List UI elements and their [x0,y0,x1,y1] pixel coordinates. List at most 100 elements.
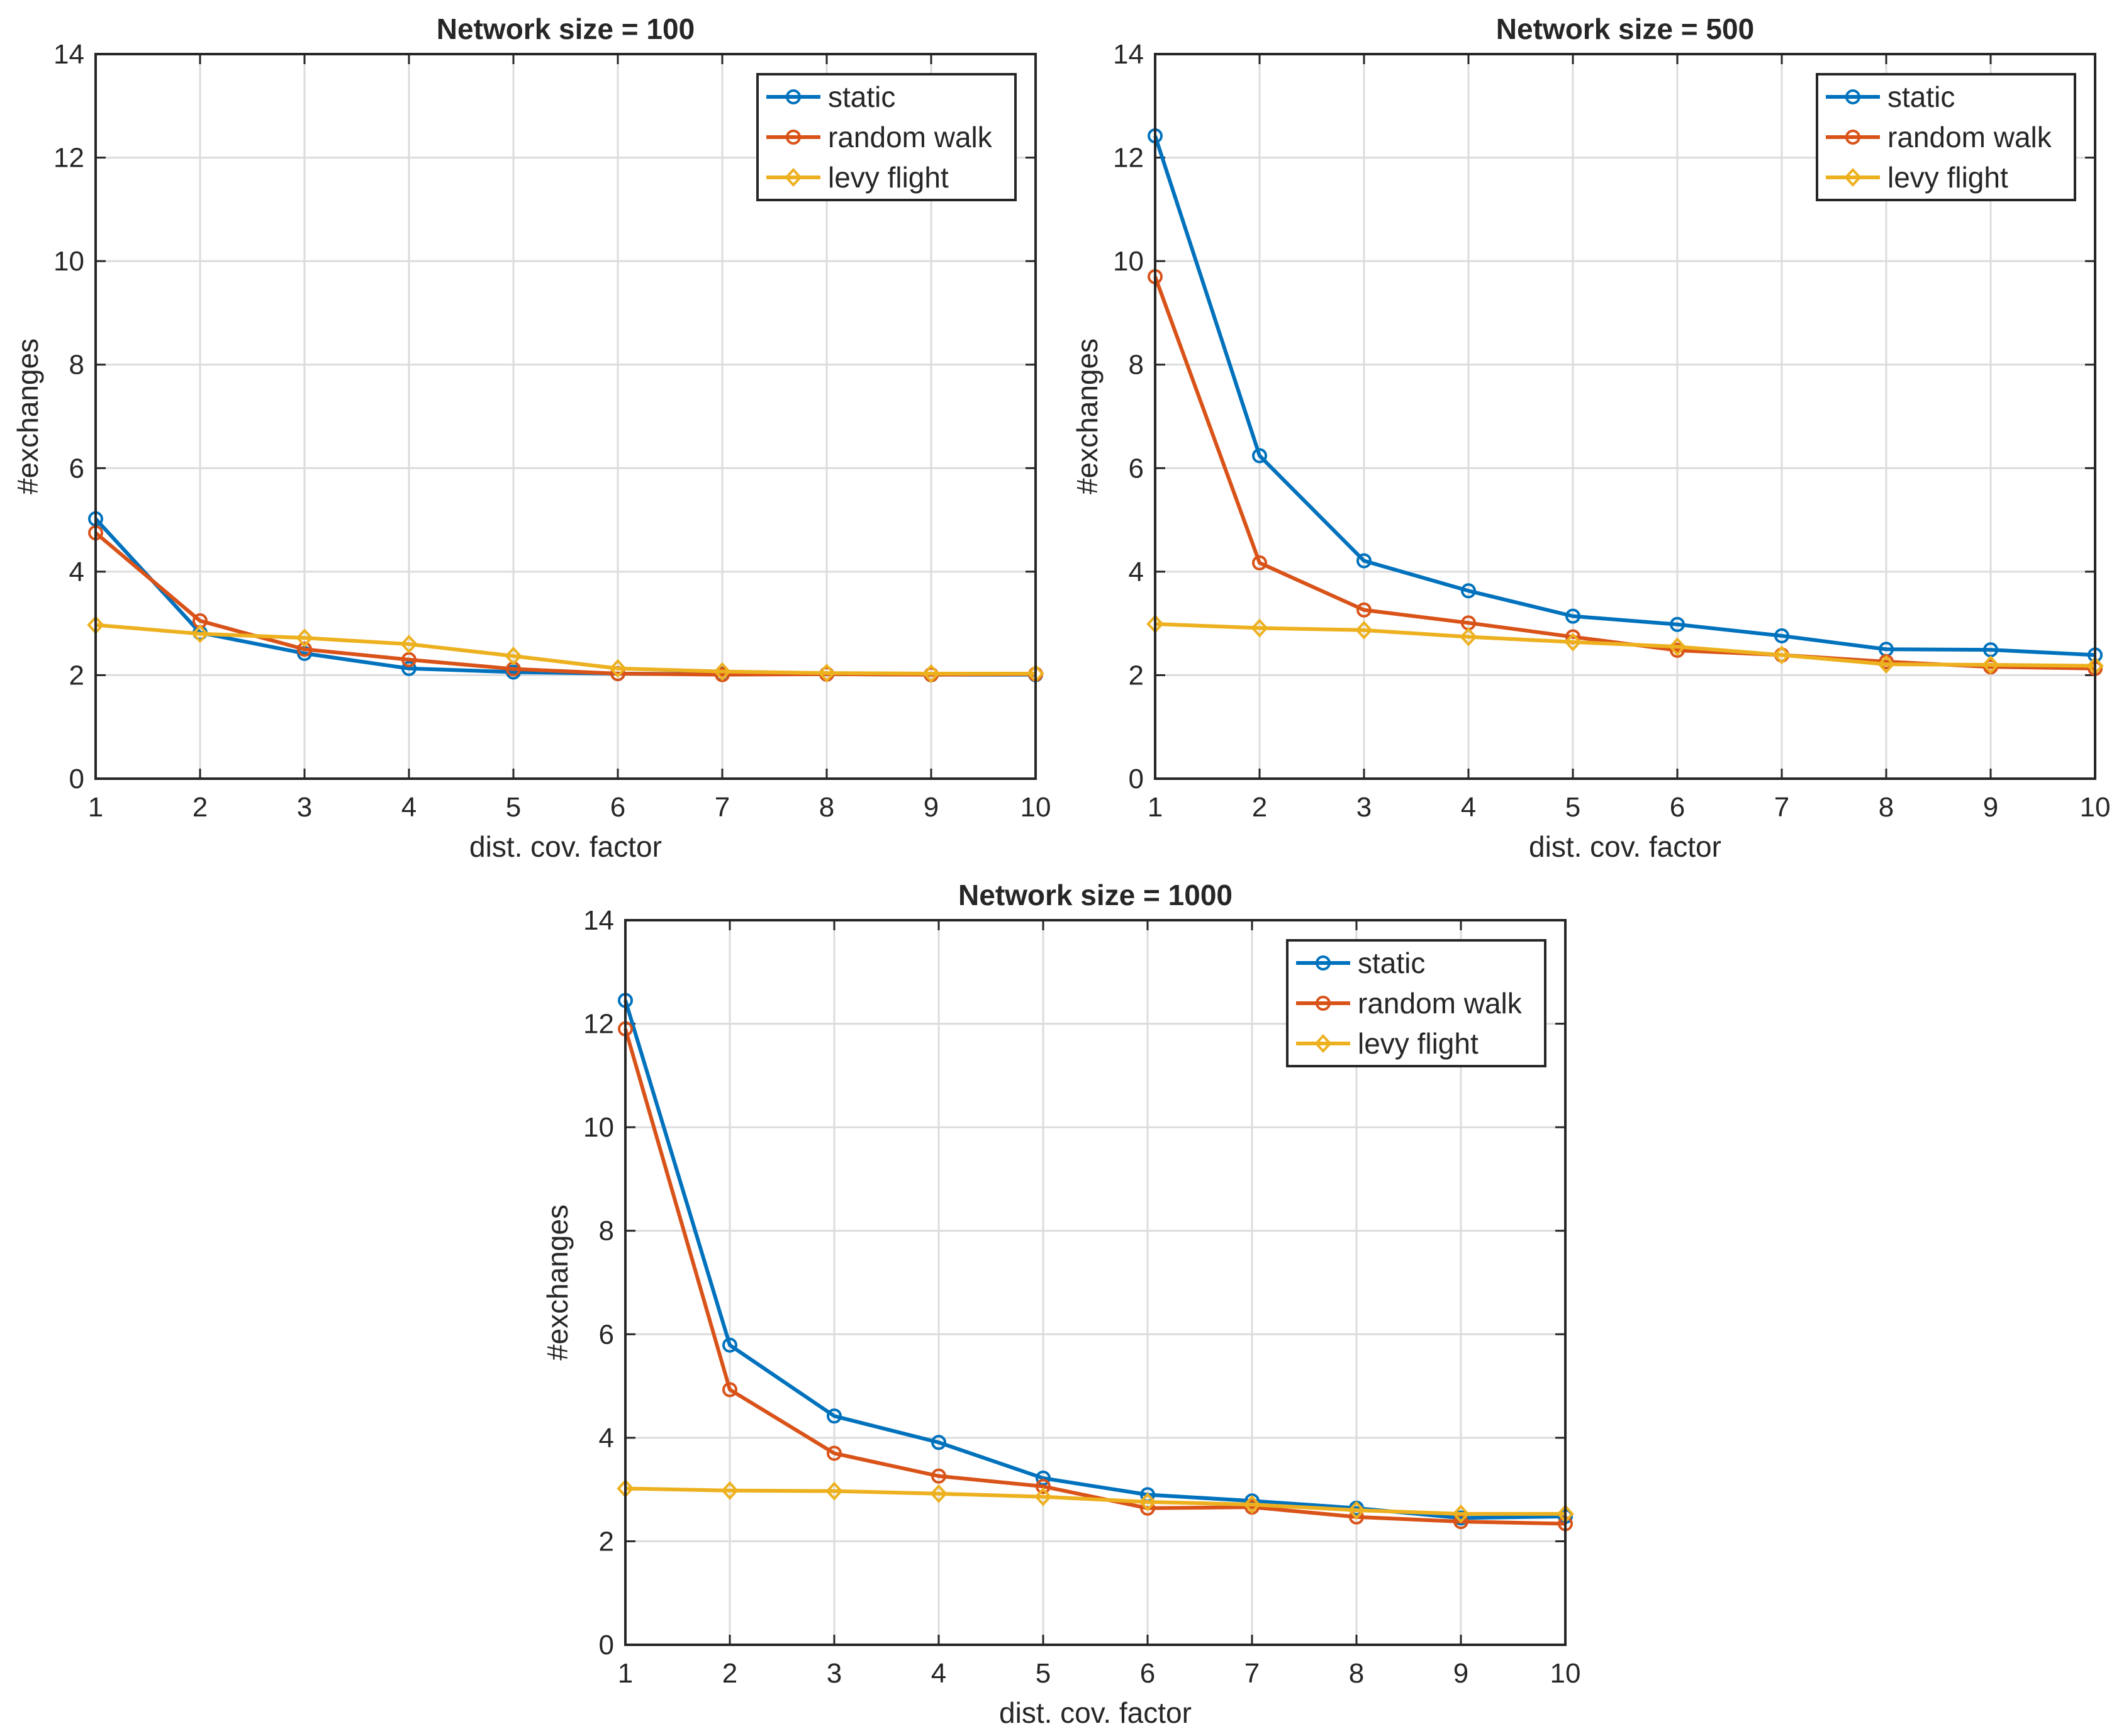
data-point [297,642,312,657]
y-axis-label: #exchanges [11,338,44,494]
y-tick-label: 2 [69,660,84,691]
legend: static random walk levy flight [1816,73,2076,201]
legend-marker [785,168,802,187]
x-tick-label: 2 [1252,792,1267,823]
data-point [1669,637,1686,657]
data-point [1355,620,1373,640]
y-axis-label: #exchanges [541,1205,574,1360]
data-point [1877,655,1895,674]
data-point [1348,1501,1365,1520]
x-tick-label: 8 [819,792,834,823]
y-tick-label: 12 [53,143,84,174]
x-tick-label: 1 [1148,792,1163,823]
data-point [1565,608,1580,624]
data-point [400,635,418,654]
series-line [95,623,1036,676]
y-tick-label: 4 [599,1423,614,1454]
x-tick-label: 10 [1550,1658,1581,1689]
y-tick-label: 8 [599,1216,614,1247]
y-tick-label: 2 [1129,660,1144,691]
data-point [1670,616,1685,632]
axes-box [94,53,1037,780]
y-tick-label: 6 [1129,453,1144,484]
legend-marker [1845,130,1860,145]
chart-title: Network size = 100 [437,13,695,45]
data-point [827,1408,842,1424]
legend-label: static [828,81,895,113]
legend-marker [786,89,801,104]
y-tick-label: 14 [1113,39,1144,70]
data-point [505,647,522,665]
legend-marker [786,130,801,145]
legend-label: static [1358,947,1425,979]
data-point [722,1337,737,1353]
data-point [401,660,417,676]
data-point [1773,645,1791,665]
data-point [1036,1471,1051,1486]
data-point [1461,583,1476,599]
x-tick-label: 4 [931,1658,946,1689]
data-point [722,1382,737,1398]
x-tick-label: 2 [722,1658,737,1689]
x-axis-label: dist. cov. factor [1529,830,1721,863]
data-point [1982,655,1999,674]
x-tick-label: 9 [1983,792,1998,823]
data-point [1356,553,1372,569]
legend-marker [1316,996,1331,1011]
data-point [1774,628,1789,643]
y-tick-label: 6 [599,1319,614,1350]
legend-marker [1844,168,1862,187]
data-point [721,1481,739,1500]
data-point [1356,602,1372,618]
x-tick-label: 2 [193,792,208,823]
legend-label: levy flight [828,161,949,194]
data-point [931,1468,946,1484]
x-tick-label: 6 [610,792,625,823]
data-point [827,1445,842,1461]
series-line [625,1486,1565,1516]
data-point [1670,642,1685,658]
grid [624,919,1567,1646]
legend-marker [1845,89,1860,104]
data-point [191,624,209,643]
data-point [1036,1479,1051,1494]
x-tick-label: 8 [1349,1658,1364,1689]
x-tick-label: 7 [1244,1658,1260,1689]
x-tick-label: 5 [506,792,521,823]
legend-label: random walk [828,121,993,153]
series-line [1155,621,2096,668]
series-levy-flight [87,615,1044,683]
data-point [1243,1495,1261,1514]
chart-title: Network size = 1000 [958,879,1233,911]
data-point [1452,1504,1470,1523]
data-point [296,628,313,648]
y-tick-label: 4 [1129,557,1144,587]
legend-marker [1316,955,1331,971]
data-point [1251,618,1268,638]
data-point [930,1484,948,1503]
data-point [1252,448,1267,464]
legend: static random walk levy flight [1286,939,1546,1067]
legend-label: random walk [1358,987,1523,1020]
y-tick-label: 14 [583,905,614,936]
x-tick-label: 5 [1036,1658,1051,1689]
series-line [623,1028,1566,1526]
y-tick-label: 12 [583,1009,614,1040]
y-tick-label: 2 [599,1526,614,1557]
y-tick-label: 4 [69,557,84,587]
y-tick-label: 14 [53,39,84,70]
data-point [713,662,731,681]
x-tick-label: 7 [715,792,730,823]
data-point [1252,555,1267,570]
x-tick-label: 7 [1774,792,1789,823]
x-tick-label: 10 [1020,792,1051,823]
legend-marker [1314,1034,1332,1053]
x-tick-label: 3 [1356,792,1372,823]
legend-label: random walk [1887,121,2052,153]
x-tick-label: 3 [297,792,312,823]
x-tick-label: 8 [1879,792,1894,823]
data-point [818,664,836,683]
y-tick-label: 6 [69,453,84,484]
